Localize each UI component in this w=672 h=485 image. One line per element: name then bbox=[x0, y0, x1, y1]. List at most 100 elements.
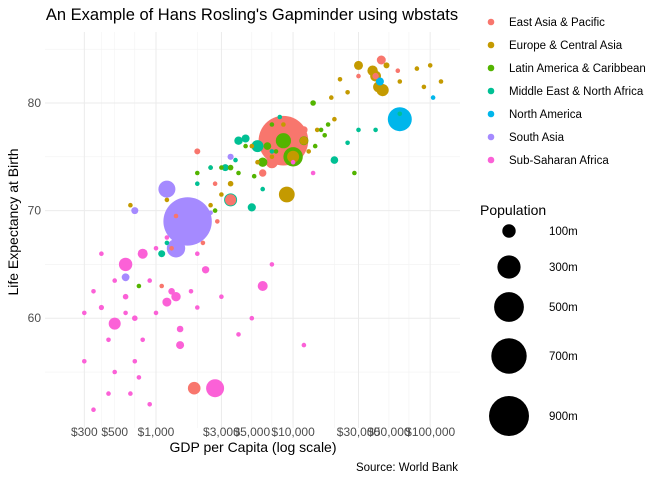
x-tick-label: $100,000 bbox=[405, 425, 455, 439]
data-point bbox=[421, 84, 427, 90]
data-point bbox=[257, 281, 268, 291]
data-point bbox=[195, 251, 200, 256]
size-legend-key bbox=[502, 224, 516, 238]
data-point bbox=[201, 266, 210, 274]
legend-label: North America bbox=[509, 109, 582, 121]
data-point bbox=[269, 122, 275, 127]
data-point bbox=[397, 111, 403, 117]
data-point bbox=[263, 142, 272, 150]
color-legend: East Asia & Pacific Europe & Central Asia… bbox=[487, 17, 646, 167]
data-point bbox=[132, 315, 138, 322]
data-point bbox=[99, 251, 104, 256]
data-point bbox=[118, 257, 133, 272]
data-point bbox=[137, 248, 148, 259]
data-point bbox=[356, 73, 361, 79]
legend-key bbox=[487, 64, 495, 72]
data-point bbox=[387, 107, 412, 132]
legend-label: Sub-Saharan Africa bbox=[509, 155, 609, 167]
data-point bbox=[164, 235, 170, 240]
data-point bbox=[383, 62, 390, 69]
data-point bbox=[195, 181, 200, 186]
data-point bbox=[299, 136, 308, 145]
data-point bbox=[325, 122, 331, 127]
data-point bbox=[147, 278, 152, 283]
x-tick-label: $10,000 bbox=[271, 425, 315, 439]
y-tick-label: 80 bbox=[28, 96, 42, 110]
data-point bbox=[136, 375, 142, 380]
data-point bbox=[352, 170, 357, 176]
data-point bbox=[438, 79, 444, 84]
data-point bbox=[255, 159, 260, 165]
data-point bbox=[132, 359, 138, 364]
legend-label: Latin America & Caribbean bbox=[509, 63, 646, 75]
data-point bbox=[200, 240, 206, 246]
data-point bbox=[212, 208, 218, 213]
data-point bbox=[221, 164, 229, 172]
data-point bbox=[121, 273, 130, 282]
data-point bbox=[300, 126, 308, 134]
legend-key bbox=[487, 156, 495, 164]
data-point bbox=[208, 165, 213, 170]
y-axis-ticks: 60 70 80 bbox=[28, 96, 42, 325]
data-point bbox=[275, 133, 291, 149]
data-point bbox=[251, 140, 264, 153]
data-point bbox=[301, 342, 307, 348]
data-point bbox=[176, 325, 184, 333]
data-point bbox=[247, 203, 256, 212]
size-legend-key bbox=[497, 255, 521, 279]
grid bbox=[45, 32, 460, 428]
data-point bbox=[212, 181, 218, 186]
legend-label: Middle East & North Africa bbox=[509, 86, 644, 98]
data-point bbox=[140, 337, 145, 343]
data-point bbox=[269, 262, 275, 267]
legend-label: East Asia & Pacific bbox=[509, 17, 605, 29]
data-point bbox=[159, 283, 164, 289]
data-point bbox=[278, 186, 295, 203]
data-point bbox=[322, 133, 328, 138]
data-point bbox=[332, 116, 337, 122]
data-point bbox=[131, 207, 139, 215]
legend-label: South Asia bbox=[509, 132, 565, 144]
data-point bbox=[168, 288, 175, 295]
data-point bbox=[260, 186, 266, 192]
data-point bbox=[91, 407, 96, 413]
data-point bbox=[259, 169, 267, 177]
data-point bbox=[354, 60, 363, 70]
x-tick-label: $3,000 bbox=[203, 425, 240, 439]
data-point bbox=[194, 148, 201, 155]
size-legend-label: 700m bbox=[549, 351, 578, 363]
data-point bbox=[375, 77, 384, 86]
size-legend-label: 900m bbox=[549, 411, 578, 423]
size-legend-label: 300m bbox=[549, 262, 578, 274]
data-point bbox=[108, 317, 121, 330]
caption: Source: World Bank bbox=[356, 462, 458, 474]
data-point bbox=[206, 379, 225, 398]
legend-key bbox=[487, 41, 495, 49]
data-point bbox=[171, 292, 181, 302]
data-point bbox=[112, 369, 117, 375]
data-point bbox=[128, 202, 133, 208]
data-point bbox=[112, 278, 117, 283]
data-point bbox=[243, 143, 248, 149]
data-point bbox=[136, 283, 142, 289]
data-point bbox=[164, 240, 170, 246]
data-point bbox=[219, 294, 224, 300]
x-tick-label: $30,000 bbox=[337, 425, 381, 439]
data-point bbox=[169, 246, 174, 251]
data-point bbox=[372, 72, 379, 80]
x-tick-label: $50,000 bbox=[367, 425, 411, 439]
data-point bbox=[236, 170, 241, 176]
chart-title: An Example of Hans Rosling's Gapminder u… bbox=[46, 6, 458, 24]
data-point bbox=[166, 239, 186, 258]
legend-key bbox=[487, 18, 495, 26]
y-tick-label: 70 bbox=[28, 204, 42, 218]
data-point bbox=[376, 55, 386, 65]
size-legend-label: 500m bbox=[549, 302, 578, 314]
data-point bbox=[164, 197, 170, 203]
data-point bbox=[153, 246, 159, 251]
data-point bbox=[219, 165, 224, 170]
y-tick-label: 60 bbox=[28, 311, 42, 325]
data-point bbox=[234, 136, 243, 145]
